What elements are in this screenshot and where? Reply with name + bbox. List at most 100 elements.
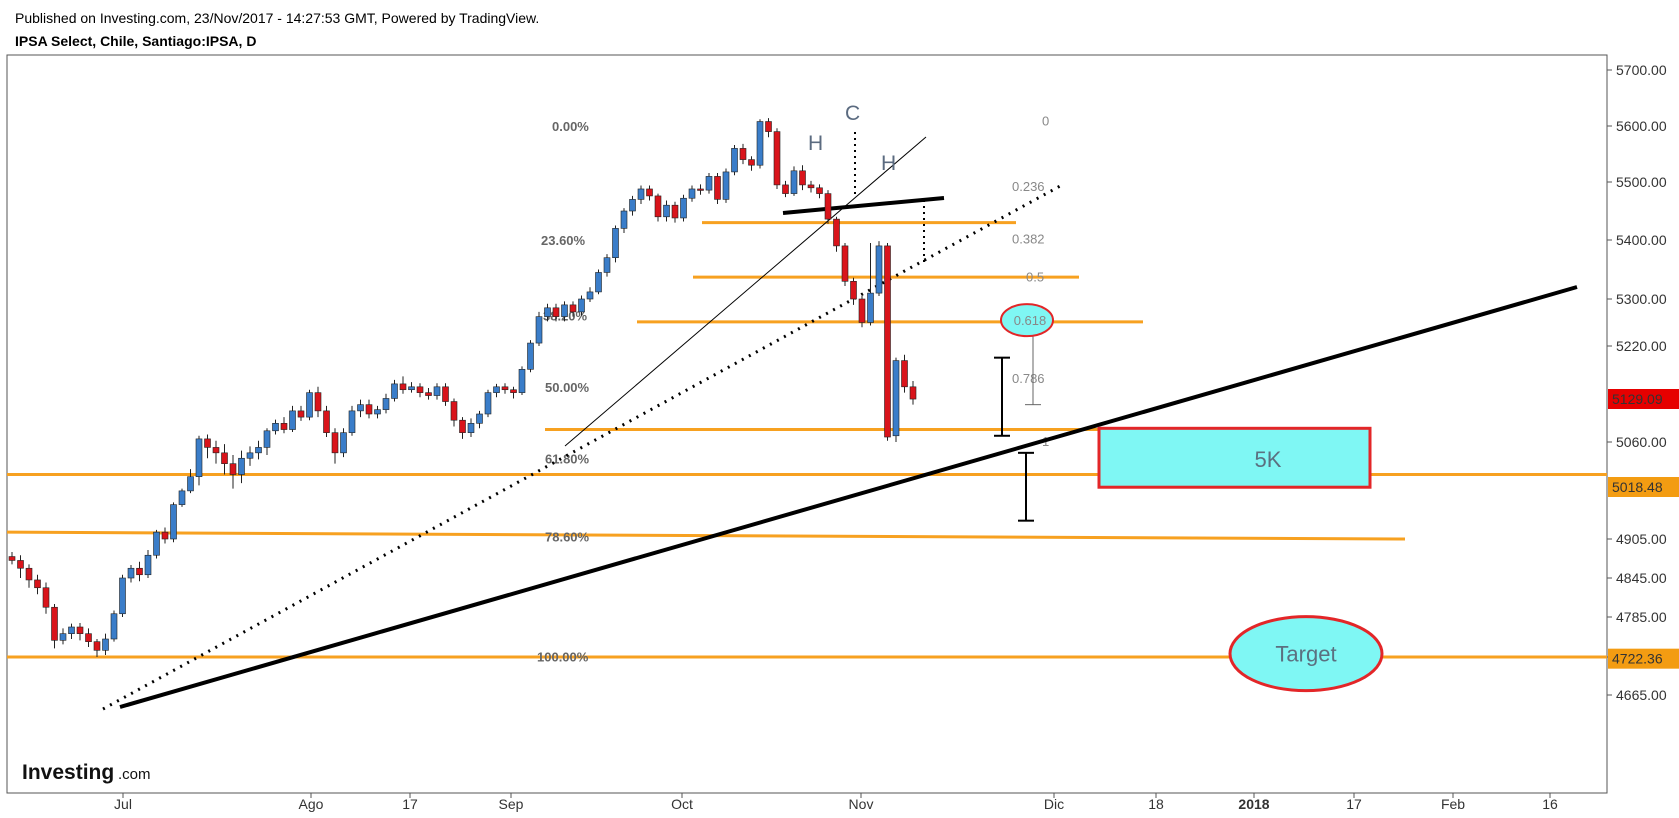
candle-body <box>501 386 509 391</box>
candle-body <box>221 452 228 464</box>
candle-body <box>799 170 806 186</box>
zone-5k-label: 5K <box>1255 447 1282 472</box>
candle-body <box>722 171 730 200</box>
candle-body <box>680 197 687 219</box>
investing-logo: Investing .com <box>22 761 151 784</box>
candle-body <box>629 199 636 212</box>
candle-body <box>612 228 619 258</box>
y-tick-label: 4845.00 <box>1616 570 1667 586</box>
candle-body <box>510 389 517 393</box>
y-tick-label: 4785.00 <box>1616 609 1667 625</box>
candle-body <box>493 386 500 393</box>
candles <box>8 118 917 657</box>
candle-body <box>697 188 704 191</box>
x-tick-label: 18 <box>1148 796 1164 812</box>
candle-body <box>637 188 645 200</box>
candle-body <box>833 218 840 247</box>
x-axis: Jul Ago 17 Sep Oct Nov Dic 18 2018 17 Feb 16 <box>114 793 1558 812</box>
price-tag-0 <box>1608 477 1679 497</box>
candle-body <box>858 298 866 323</box>
x-tick-label: 16 <box>1542 796 1558 812</box>
y-tick-label: 5500.00 <box>1616 174 1667 190</box>
candle-body <box>561 304 568 317</box>
candle-body <box>255 447 262 454</box>
candle-body <box>144 554 152 576</box>
candle-body <box>408 386 415 391</box>
candle-body <box>340 432 347 454</box>
long-trend-line <box>119 285 1578 709</box>
current-price-tag <box>1608 389 1679 409</box>
x-tick-label: 17 <box>402 796 418 812</box>
fib-618-ellipse-label: 0.618 <box>1014 313 1047 328</box>
y-tick-label: 5700.00 <box>1616 62 1667 78</box>
x-tick-label: Ago <box>299 796 324 812</box>
brand-name: Investing <box>22 761 114 784</box>
fib-right-label: 0.786 <box>1012 371 1045 386</box>
candle-body <box>246 452 254 459</box>
candle-body <box>314 392 322 412</box>
x-tick-label: Sep <box>499 796 524 812</box>
candle-body <box>17 560 24 569</box>
candle-body <box>807 184 815 189</box>
candle-body <box>391 383 398 399</box>
candle-body <box>714 176 721 200</box>
target-label: Target <box>1275 642 1336 667</box>
x-tick-label: Nov <box>849 796 874 812</box>
candle-body <box>773 131 781 186</box>
candle-body <box>331 432 339 454</box>
candle-body <box>646 188 653 197</box>
candle-body <box>238 457 245 475</box>
candle-body <box>348 410 356 433</box>
candle-body <box>892 360 900 437</box>
x-tick-label: Jul <box>114 796 132 812</box>
candle-body <box>357 404 364 412</box>
dotted-trend-line <box>102 183 1063 711</box>
candle-body <box>425 392 432 396</box>
candle-body <box>289 410 296 430</box>
candle-body <box>25 567 33 581</box>
candle-body <box>442 386 449 402</box>
candle-body <box>280 423 288 430</box>
fib-left-label: 23.60% <box>541 233 586 248</box>
price-tags: 5129.09 5018.48 4722.36 <box>1608 389 1679 669</box>
candle-body <box>909 386 917 400</box>
candle-body <box>850 280 857 300</box>
price-tag-0-label: 5018.48 <box>1612 479 1663 495</box>
candle-body <box>272 423 279 432</box>
candle-body <box>476 413 483 424</box>
plot-frame <box>6 54 1608 794</box>
candle-body <box>8 556 16 561</box>
price-tag-1-label: 4722.36 <box>1612 651 1663 667</box>
candle-body <box>867 292 874 323</box>
y-tick-label: 5400.00 <box>1616 232 1667 248</box>
candle-body <box>153 531 160 556</box>
fib-left-label: 50.00% <box>545 380 590 395</box>
y-tick-label: 4905.00 <box>1616 531 1667 547</box>
published-note: Published on Investing.com, 23/Nov/2017 … <box>15 10 540 26</box>
fib-left-label: 0.00% <box>552 119 589 134</box>
fib-right-label: 0.236 <box>1012 179 1045 194</box>
candle-body <box>59 633 67 641</box>
candle-body <box>85 633 92 642</box>
candle-body <box>756 121 764 166</box>
candle-body <box>459 419 466 433</box>
zones: 5K Target 0.618 <box>1000 303 1384 693</box>
candle-body <box>586 291 594 300</box>
candle-body <box>527 342 534 370</box>
fib-left-label: 61.80% <box>545 451 590 466</box>
x-tick-label: Feb <box>1441 796 1465 812</box>
price-tag-1 <box>1608 648 1679 669</box>
y-tick-label: 4665.00 <box>1616 687 1667 703</box>
candle-body <box>42 587 50 608</box>
current-price-tag-label: 5129.09 <box>1612 391 1663 407</box>
fib-right-label: 0 <box>1042 113 1049 128</box>
candle-body <box>705 176 713 191</box>
candle-body <box>578 298 585 313</box>
candle-body <box>739 148 747 160</box>
candle-body <box>841 245 849 282</box>
candle-body <box>816 187 823 194</box>
x-tick-label: 17 <box>1346 796 1362 812</box>
pattern-label-h1: H <box>808 132 823 155</box>
candle-body <box>544 307 551 317</box>
